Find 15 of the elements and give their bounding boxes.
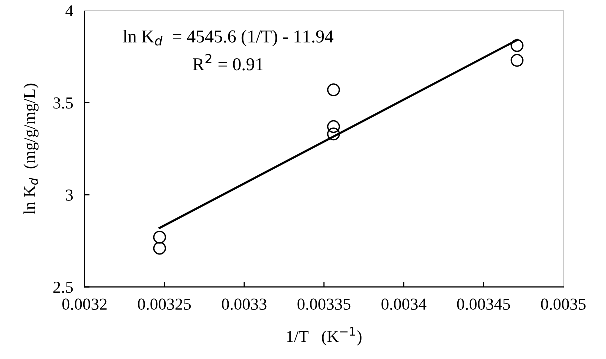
y-tick-label: 3.5: [54, 98, 74, 109]
y-axis-title: ln K$_{d}$ (mg/g/mg/L): [24, 84, 39, 214]
x-tick-label: 0.00325: [138, 298, 192, 310]
x-tick-label: 0.00345: [457, 298, 510, 310]
y-tick-label: 4: [66, 6, 74, 17]
y-tick-label: 2.5: [54, 282, 74, 294]
x-tick-label: 0.0034: [382, 298, 427, 310]
x-tick-label: 0.0035: [541, 298, 586, 310]
x-tick-label: 0.0032: [62, 298, 107, 310]
annotation: ln K$_{d}$ = 4545.6 (1/T) - 11.94: [123, 30, 334, 46]
x-tick-label: 0.00335: [298, 298, 351, 310]
annotation: R$^{2}$ = 0.91: [193, 54, 264, 71]
x-tick-label: 0.0033: [222, 298, 267, 310]
x-axis-title: 1/T (K$^{−1}$): [287, 327, 362, 346]
y-tick-label: 3: [66, 190, 74, 202]
